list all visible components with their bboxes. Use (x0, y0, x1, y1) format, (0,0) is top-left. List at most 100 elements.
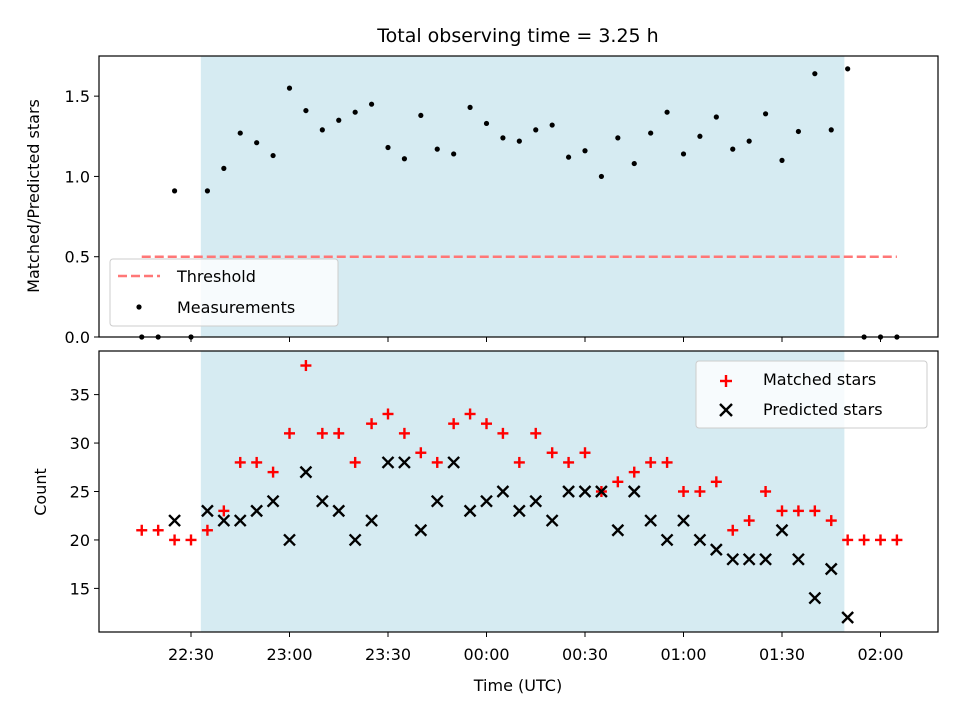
legend-predicted-swatch (719, 403, 733, 417)
matched-star-point-2 (169, 534, 181, 546)
top-panel: 0.0 0.5 1.0 1.5 Matched/Predicted stars Thr… (24, 55, 939, 347)
measurement-point-9 (286, 85, 293, 91)
measurement-point-7 (254, 140, 260, 146)
measurement-point-29 (615, 135, 621, 141)
legend-matched-swatch (720, 375, 732, 387)
predicted-star-point-14 (414, 523, 428, 537)
bottom-xtick-label-5: 01:00 (660, 645, 706, 664)
measurement-point-38 (762, 111, 769, 117)
bottom-ytick-label-1: 20 (70, 531, 90, 550)
bottom-legend: Matched stars Predicted stars (695, 360, 928, 429)
bottom-y-axis: 15 20 25 30 35 (70, 386, 99, 598)
predicted-star-point-32 (709, 543, 723, 556)
matched-star-point-3 (185, 534, 197, 546)
predicted-star-point-10 (348, 533, 362, 547)
bottom-panel: 15 20 25 30 35 22:30 23:00 23:30 00:00 00:30 01:0… (31, 350, 939, 695)
matched-star-point-13 (349, 456, 361, 468)
bottom-ytick-label-0: 15 (70, 579, 90, 598)
legend-measurements-swatch (136, 304, 142, 310)
predicted-star-point-37 (792, 552, 805, 566)
measurement-point-6 (237, 130, 243, 136)
matched-star-point-39 (776, 505, 788, 517)
matched-star-point-11 (316, 427, 328, 439)
top-ytick-label-1: 0.5 (65, 248, 90, 267)
measurement-point-2 (171, 188, 178, 194)
measurement-point-40 (795, 128, 802, 135)
predicted-star-point-12 (381, 456, 395, 469)
top-legend-frame (109, 258, 339, 327)
predicted-star-point-13 (398, 456, 411, 469)
top-y-axis: 0.0 0.5 1.0 1.5 (65, 87, 99, 347)
predicted-star-point-9 (332, 504, 346, 518)
measurement-point-21 (483, 120, 490, 127)
measurement-point-8 (270, 152, 276, 159)
predicted-star-point-16 (447, 456, 461, 469)
matched-star-point-4 (201, 524, 213, 536)
matched-star-point-41 (809, 505, 821, 517)
top-ytick-label-0: 0.0 (65, 328, 90, 347)
matched-star-point-44 (858, 534, 870, 546)
bottom-x-axis: 22:30 23:00 23:30 00:00 00:30 01:00 01:30 02:00 (168, 632, 904, 664)
measurement-point-34 (697, 133, 703, 139)
measurement-point-41 (812, 71, 818, 77)
matched-star-point-17 (415, 447, 427, 459)
matched-star-point-16 (398, 427, 410, 439)
bottom-ytick-label-3: 30 (70, 434, 90, 453)
matched-star-point-46 (891, 534, 903, 546)
top-plot-frame (98, 55, 939, 338)
predicted-star-point-28 (644, 514, 658, 527)
bottom-plot-marks (136, 360, 903, 624)
matched-star-point-35 (710, 476, 722, 488)
matched-star-point-10 (300, 360, 312, 372)
predicted-star-point-38 (808, 591, 822, 605)
predicted-star-point-24 (578, 485, 592, 498)
predicted-star-point-21 (529, 494, 543, 508)
predicted-star-point-4 (250, 504, 264, 518)
matched-star-point-9 (284, 427, 295, 439)
measurement-point-4 (204, 188, 211, 194)
matched-star-point-19 (448, 418, 460, 430)
matched-star-point-37 (743, 515, 755, 527)
measurement-point-10 (303, 107, 309, 114)
matched-star-point-38 (760, 486, 772, 497)
matched-star-point-22 (497, 427, 509, 439)
predicted-star-point-25 (595, 485, 608, 498)
matched-star-point-43 (842, 534, 854, 546)
matched-star-point-40 (792, 505, 804, 517)
measurement-point-18 (434, 146, 440, 152)
measurement-point-28 (598, 173, 605, 180)
measurement-point-37 (746, 138, 752, 144)
measurement-point-32 (664, 109, 670, 115)
bottom-ytick-label-4: 35 (70, 386, 90, 405)
matched-star-point-36 (727, 524, 739, 536)
predicted-star-point-19 (496, 485, 510, 498)
matched-star-point-30 (628, 466, 640, 478)
measurement-point-24 (533, 127, 539, 133)
predicted-star-point-39 (824, 562, 838, 576)
predicted-star-point-36 (775, 523, 789, 537)
bottom-xtick-label-2: 23:30 (365, 645, 411, 664)
bottom-xtick-label-7: 02:00 (857, 645, 903, 664)
measurement-point-36 (730, 146, 736, 152)
measurement-point-33 (680, 151, 687, 157)
top-plot-marks (139, 66, 900, 340)
measurement-point-11 (319, 127, 325, 133)
predicted-star-point-20 (512, 504, 526, 518)
predicted-star-point-8 (315, 494, 329, 508)
top-ytick-label-3: 1.5 (65, 87, 90, 106)
matched-star-point-1 (152, 524, 164, 536)
predicted-star-point-27 (627, 485, 641, 498)
measurement-point-43 (845, 66, 851, 72)
matched-star-point-24 (530, 427, 542, 439)
predicted-star-point-17 (463, 504, 477, 518)
x-axis-title: Time (UTC) (473, 676, 562, 695)
legend-matched-label: Matched stars (763, 370, 876, 389)
measurement-point-17 (418, 112, 424, 119)
measurement-point-25 (549, 122, 555, 128)
predicted-star-point-30 (677, 514, 690, 527)
measurement-point-5 (221, 165, 227, 171)
matched-star-point-14 (366, 418, 378, 430)
predicted-star-point-3 (233, 514, 247, 527)
predicted-star-point-15 (430, 494, 444, 508)
